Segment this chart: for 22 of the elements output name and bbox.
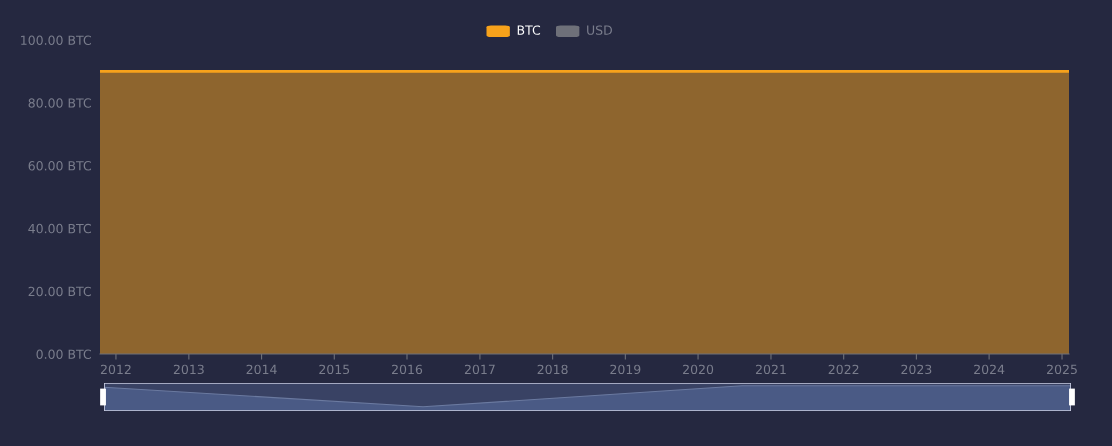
legend-label: BTC	[517, 25, 541, 35]
x-tick-label: 2017	[464, 364, 495, 375]
x-tick-label: 2023	[901, 364, 932, 375]
y-tick-label: 20.00 BTC	[28, 286, 91, 297]
y-tick-label: 100.00 BTC	[21, 35, 91, 45]
y-tick-label: 0.00 BTC	[36, 349, 91, 359]
legend-label: USD	[587, 25, 612, 35]
x-tick-label: 2013	[173, 364, 204, 375]
x-tick-label: 2012	[100, 364, 131, 375]
x-tick-label: 2015	[319, 364, 350, 375]
x-tick-label: 2024	[974, 364, 1005, 375]
x-tick-label: 2020	[683, 364, 714, 375]
x-tick-label: 2025	[1047, 364, 1077, 375]
x-tick-label: 2022	[828, 364, 859, 375]
x-tick-label: 2021	[755, 364, 786, 375]
x-tick-label: 2019	[610, 364, 641, 375]
x-tick-label: 2014	[246, 364, 277, 375]
y-tick-label: 60.00 BTC	[28, 161, 91, 171]
x-tick-label: 2018	[537, 364, 568, 375]
x-tick-label: 2016	[392, 364, 423, 375]
y-tick-label: 80.00 BTC	[28, 98, 91, 108]
y-tick-label: 40.00 BTC	[28, 223, 91, 234]
